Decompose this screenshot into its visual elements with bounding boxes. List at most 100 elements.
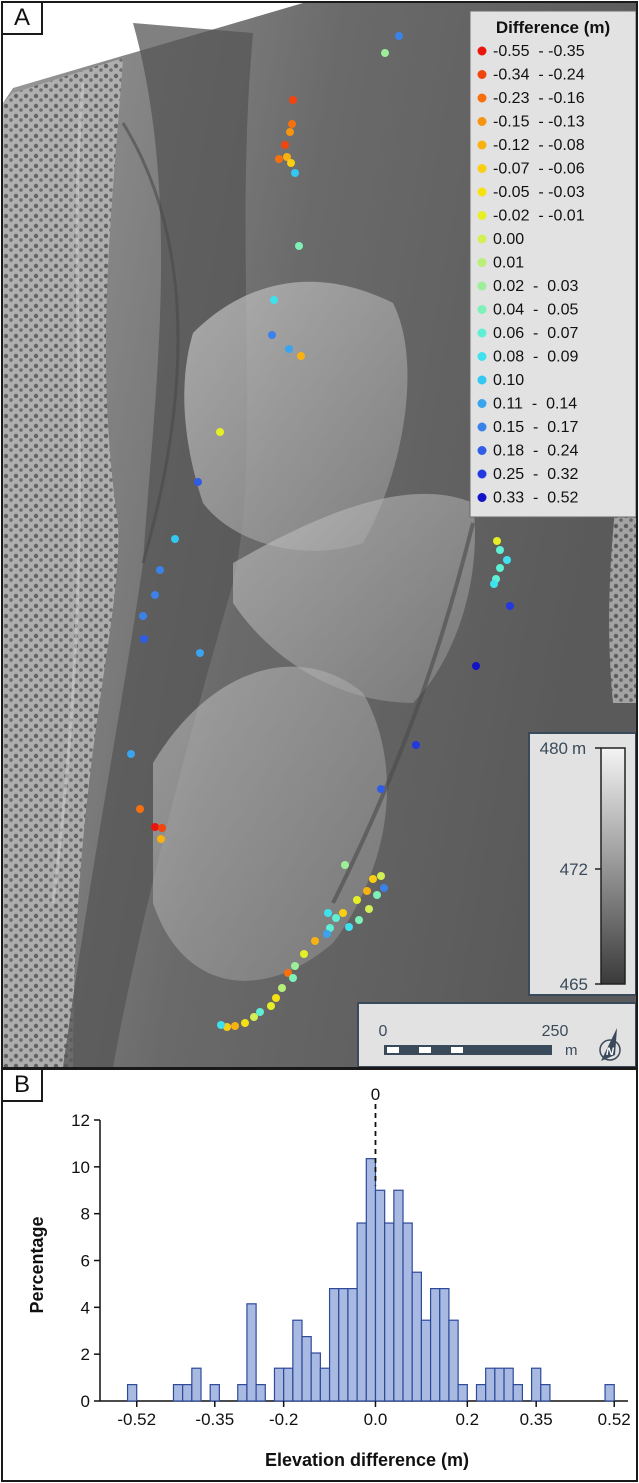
- elevation-max-label: 480: [540, 739, 568, 758]
- legend-frame: [469, 10, 636, 518]
- survey-point: [377, 872, 385, 880]
- histogram-bar: [503, 1367, 514, 1402]
- elevation-colorbar: 480 m 472 465: [528, 732, 636, 996]
- survey-point: [395, 32, 403, 40]
- legend-item-label: -0.12 - -0.08: [493, 137, 585, 154]
- histogram-bar: [319, 1367, 331, 1402]
- legend-swatch: [477, 46, 487, 56]
- survey-point: [194, 478, 202, 486]
- legend-swatch: [477, 422, 487, 432]
- histogram-chart: -0.52 -0.35 -0.2 0.0 0.2 0.35 0.52 0 2 4 6 8 10 12 0…: [27, 1085, 631, 1470]
- survey-point: [339, 909, 347, 917]
- survey-point: [127, 750, 135, 758]
- survey-point: [363, 887, 371, 895]
- survey-point: [369, 875, 377, 883]
- zero-reference-label: 0: [371, 1085, 380, 1104]
- x-axis-label: Elevation difference (m): [265, 1450, 469, 1470]
- survey-point: [326, 924, 334, 932]
- north-label: N: [606, 1046, 615, 1058]
- scale-end-label: 250: [542, 1023, 569, 1040]
- histogram-bar: [246, 1303, 257, 1402]
- survey-point: [377, 785, 385, 793]
- survey-point: [241, 1019, 249, 1027]
- scale-start-label: 0: [379, 1023, 388, 1040]
- legend-swatch: [477, 446, 487, 455]
- histogram-bar: [494, 1367, 505, 1402]
- x-tick-label: -0.52: [117, 1410, 156, 1429]
- histogram-bar: [411, 1271, 422, 1402]
- histogram-bar: [384, 1222, 395, 1402]
- survey-point: [217, 1021, 225, 1029]
- y-tick-label: 0: [81, 1392, 90, 1411]
- histogram-bar: [457, 1384, 468, 1402]
- histogram-bar: [540, 1384, 551, 1402]
- survey-point: [285, 345, 293, 353]
- legend-item-label: 0.18 - 0.24: [493, 443, 578, 460]
- y-tick-label: 12: [71, 1111, 90, 1130]
- survey-point: [289, 974, 297, 982]
- histogram-bar: [182, 1384, 193, 1402]
- legend-title: Difference (m): [496, 18, 610, 37]
- x-tick-label: 0.0: [364, 1410, 388, 1429]
- survey-point: [158, 824, 166, 832]
- histogram-bar: [420, 1319, 432, 1402]
- survey-point: [286, 128, 294, 136]
- survey-point: [345, 923, 353, 931]
- survey-point: [278, 984, 286, 992]
- legend-item-label: 0.06 - 0.07: [493, 325, 578, 342]
- x-tick-label: -0.35: [195, 1410, 234, 1429]
- legend-item-label: 0.10: [493, 372, 524, 389]
- panel-label-a: A: [3, 3, 43, 35]
- legend-item-label: 0.01: [493, 255, 524, 272]
- histogram-bar: [237, 1384, 248, 1402]
- legend-swatch: [477, 375, 487, 385]
- scale-bar-frame: [357, 1002, 636, 1067]
- survey-point: [284, 969, 292, 977]
- y-tick-label: 4: [81, 1298, 90, 1317]
- survey-point: [272, 994, 280, 1002]
- legend-swatch: [477, 211, 487, 220]
- survey-points: [127, 32, 514, 1031]
- gravel-bar-middle: [233, 493, 475, 703]
- survey-point: [472, 662, 480, 670]
- survey-point: [496, 546, 504, 554]
- y-tick-label: 8: [81, 1205, 90, 1224]
- histogram-bar: [485, 1367, 496, 1402]
- survey-point: [412, 741, 420, 749]
- legend-swatch: [477, 70, 487, 79]
- y-tick-label: 6: [81, 1252, 90, 1271]
- survey-point: [291, 169, 299, 177]
- survey-point: [157, 835, 165, 843]
- x-tick-label: -0.2: [269, 1410, 298, 1429]
- legend-item-label: 0.33 - 0.52: [493, 490, 578, 507]
- survey-point: [332, 914, 340, 922]
- legend-item-label: 0.00: [493, 231, 524, 248]
- elevation-min-label: 465: [560, 975, 588, 994]
- legend-swatch: [477, 328, 487, 338]
- histogram-bar: [301, 1336, 312, 1402]
- survey-point: [496, 564, 504, 572]
- histogram-bar: [393, 1189, 404, 1402]
- legend-item-label: -0.23 - -0.16: [493, 90, 585, 107]
- histogram-bar: [273, 1367, 285, 1402]
- x-tick-label: 0.52: [598, 1410, 631, 1429]
- survey-point: [353, 896, 361, 904]
- survey-point: [140, 635, 148, 643]
- histogram-bar: [365, 1158, 377, 1402]
- survey-point: [300, 950, 308, 958]
- legend-item-label: 0.25 - 0.32: [493, 466, 578, 483]
- survey-point: [289, 96, 297, 104]
- legend-item-label: -0.02 - -0.01: [493, 208, 585, 225]
- survey-point: [171, 535, 179, 543]
- gravel-bar-upper: [184, 281, 408, 551]
- map-panel: A: [1, 1, 638, 1069]
- x-tick-label: 0.35: [520, 1410, 553, 1429]
- survey-point: [373, 891, 381, 899]
- difference-legend: Difference (m) -0.55 - -0.35 -0.34 - -0.2…: [469, 10, 636, 518]
- survey-point: [268, 331, 276, 339]
- histogram-bar: [338, 1288, 349, 1402]
- survey-point: [287, 159, 295, 167]
- survey-point: [341, 861, 349, 869]
- survey-point: [216, 428, 224, 436]
- survey-point: [139, 612, 147, 620]
